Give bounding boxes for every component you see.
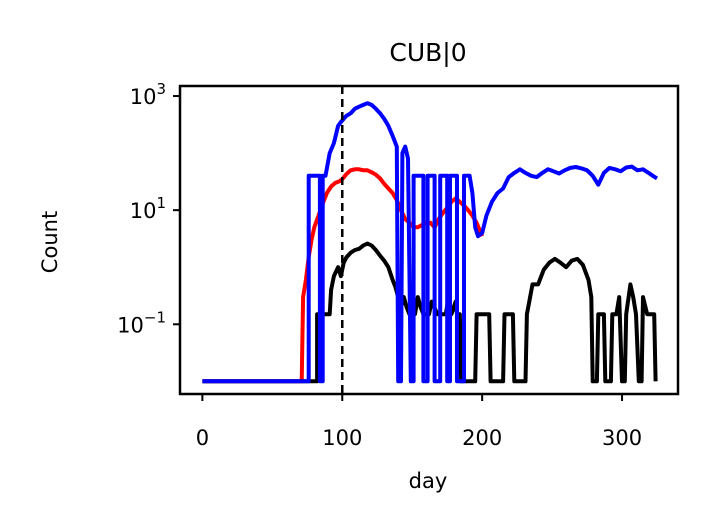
y-axis-label: Count — [38, 211, 62, 273]
y-tick-label: 10−1 — [117, 308, 166, 337]
series-line-3 — [202, 101, 659, 384]
x-axis-label: day — [409, 469, 448, 493]
series-line-2 — [202, 241, 658, 384]
x-tick-label: 100 — [322, 426, 362, 450]
x-tick-label: 200 — [462, 426, 502, 450]
y-tick-label: 103 — [130, 80, 166, 109]
y-tick-label: 101 — [130, 194, 166, 223]
chart-title: CUB|0 — [389, 38, 466, 67]
x-tick-label: 0 — [196, 426, 209, 450]
series-layer — [202, 101, 659, 384]
y-axis: 10−1 101 103 — [117, 80, 180, 337]
plot-frame — [178, 84, 680, 396]
x-tick-label: 300 — [602, 426, 642, 450]
x-axis: 0 100 200 300 — [196, 394, 642, 450]
